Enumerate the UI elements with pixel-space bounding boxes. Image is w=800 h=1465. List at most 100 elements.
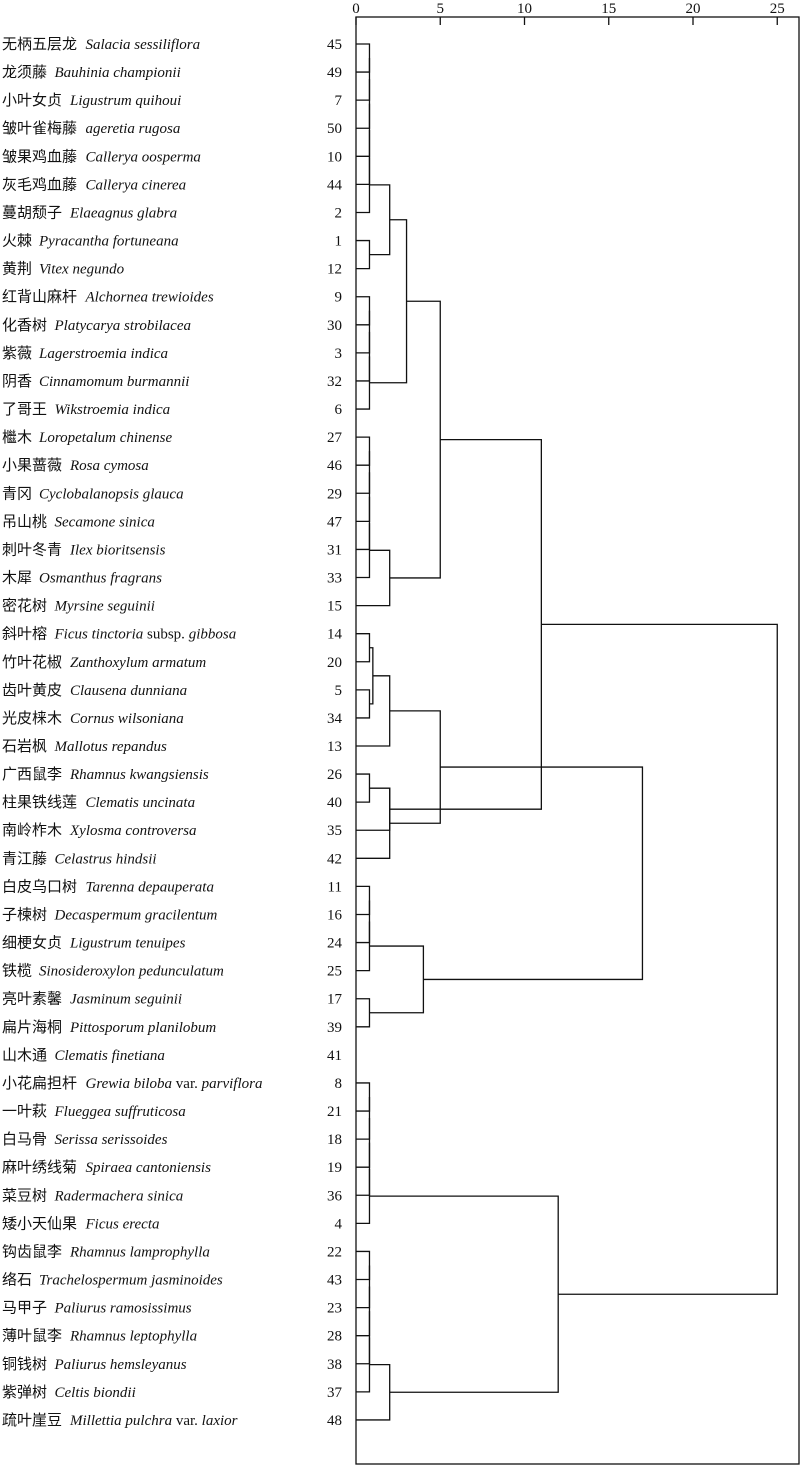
- leaf-scientific-name: Zanthoxylum armatum: [70, 655, 206, 671]
- dendrogram-link: [356, 1250, 371, 1281]
- scientific-name-part: Radermachera sinica: [54, 1188, 184, 1204]
- scientific-name-part: Vitex negundo: [39, 262, 125, 278]
- leaf-chinese-name: 小花扁担杆: [2, 1074, 77, 1092]
- leaf-chinese-name: 竹叶花椒: [2, 653, 62, 671]
- scientific-name-part: Mallotus repandus: [54, 739, 168, 755]
- dendrogram-link: [356, 472, 371, 523]
- leaf-number: 5: [335, 683, 343, 699]
- leaf-chinese-name: 铜钱树: [2, 1355, 47, 1373]
- leaf-scientific-name: Cyclobalanopsis glauca: [39, 486, 184, 502]
- leaf-number: 16: [327, 907, 343, 923]
- scientific-name-part: Xylosma controversa: [69, 823, 197, 839]
- leaf-chinese-name: 皱叶雀梅藤: [2, 119, 77, 137]
- leaf-row: 麻叶绣线菊 Spiraea cantoniensis 19: [2, 1158, 342, 1176]
- scientific-name-part: Elaeagnus glabra: [69, 205, 177, 221]
- leaf-chinese-name: 齿叶黄皮: [2, 681, 62, 699]
- leaf-chinese-name: 青江藤: [2, 849, 47, 867]
- leaf-number: 31: [327, 542, 342, 558]
- scientific-name-part: Jasminum seguinii: [70, 992, 182, 1008]
- leaf-chinese-name: 白马骨: [2, 1130, 47, 1148]
- leaf-number: 18: [327, 1132, 342, 1148]
- scientific-name-part: gibbosa: [189, 627, 237, 643]
- leaf-scientific-name: Salacia sessiliflora: [86, 37, 201, 53]
- leaf-number: 37: [327, 1385, 343, 1401]
- leaf-scientific-name: Cornus wilsoniana: [70, 711, 184, 727]
- dendrogram-link: [356, 157, 371, 214]
- leaf-number: 21: [327, 1104, 342, 1120]
- leaf-chinese-name: 密花树: [2, 597, 47, 615]
- scientific-name-part: var.: [172, 1413, 202, 1429]
- dendrogram-link: [356, 43, 371, 73]
- leaf-row: 白皮乌口树 Tarenna depauperata 11: [2, 877, 342, 895]
- leaf-scientific-name: Ficus erecta: [85, 1216, 160, 1232]
- leaf-row: 龙须藤 Bauhinia championii 49: [2, 63, 342, 81]
- leaf-row: 小叶女贞 Ligustrum quihoui 7: [2, 91, 343, 109]
- leaf-scientific-name: Rhamnus kwangsiensis: [69, 767, 209, 783]
- dendrogram-link: [356, 998, 371, 1028]
- leaf-scientific-name: Radermachera sinica: [54, 1188, 184, 1204]
- leaf-row: 石岩枫 Mallotus repandus 13: [2, 737, 342, 755]
- leaf-chinese-name: 马甲子: [2, 1299, 47, 1317]
- leaf-row: 扁片海桐 Pittosporum planilobum 39: [2, 1018, 342, 1036]
- scientific-name-part: Osmanthus fragrans: [39, 571, 162, 587]
- leaf-number: 28: [327, 1329, 342, 1345]
- leaf-number: 43: [327, 1273, 342, 1289]
- leaf-chinese-name: 络石: [2, 1271, 32, 1289]
- leaf-scientific-name: Sinosideroxylon pedunculatum: [39, 964, 224, 980]
- leaf-chinese-name: 铁榄: [2, 962, 32, 980]
- scientific-name-part: Clausena dunniana: [70, 683, 187, 699]
- leaf-row: 竹叶花椒 Zanthoxylum armatum 20: [2, 653, 342, 671]
- leaf-number: 45: [327, 37, 342, 53]
- dendrogram-link: [356, 689, 371, 719]
- leaf-number: 25: [327, 964, 342, 980]
- leaf-scientific-name: Rhamnus lamprophylla: [69, 1244, 210, 1260]
- leaf-chinese-name: 龙须藤: [2, 63, 47, 81]
- leaf-row: 紫薇 Lagerstroemia indica 3: [2, 344, 342, 362]
- dendrogram-link: [369, 1195, 559, 1393]
- scientific-name-part: Callerya cinerea: [86, 177, 187, 193]
- scientific-name-part: Ficus tinctoria: [54, 627, 144, 643]
- dendrogram-link: [356, 310, 371, 354]
- leaf-scientific-name: Myrsine seguinii: [54, 599, 155, 615]
- leaf-number: 15: [327, 599, 342, 615]
- leaf-number: 50: [327, 121, 342, 137]
- leaf-row: 广西鼠李 Rhamnus kwangsiensis 26: [2, 765, 343, 783]
- leaf-number: 32: [327, 374, 342, 390]
- leaf-chinese-name: 了哥王: [2, 400, 47, 418]
- dendrogram-link: [356, 921, 371, 972]
- leaf-row: 灰毛鸡血藤 Callerya cinerea 44: [2, 175, 343, 193]
- scientific-name-part: Flueggea suffruticosa: [54, 1104, 186, 1120]
- scientific-name-part: Sinosideroxylon pedunculatum: [39, 964, 224, 980]
- scientific-name-part: Bauhinia championii: [55, 65, 181, 81]
- leaf-scientific-name: Ilex bioritsensis: [69, 542, 166, 558]
- scientific-name-part: Pyracantha fortuneana: [38, 234, 179, 250]
- scientific-name-part: Tarenna depauperata: [86, 879, 214, 895]
- leaf-chinese-name: 木犀: [2, 569, 32, 587]
- scientific-name-part: Cornus wilsoniana: [70, 711, 184, 727]
- plot-frame: [355, 16, 800, 1465]
- leaf-number: 12: [327, 262, 342, 278]
- scientific-name-part: Grewia biloba: [86, 1076, 173, 1092]
- dendrogram-link: [356, 1118, 371, 1168]
- leaf-chinese-name: 蔓胡颓子: [2, 203, 62, 221]
- leaf-chinese-name: 灰毛鸡血藤: [2, 175, 77, 193]
- leaf-row: 化香树 Platycarya strobilacea 30: [2, 316, 342, 334]
- leaf-chinese-name: 光皮梾木: [2, 709, 62, 727]
- leaf-scientific-name: Mallotus repandus: [54, 739, 168, 755]
- leaf-chinese-name: 菜豆树: [2, 1186, 47, 1204]
- scientific-name-part: Callerya oosperma: [86, 149, 201, 165]
- leaf-row: 青江藤 Celastrus hindsii 42: [2, 849, 342, 867]
- leaf-row: 蔓胡颓子 Elaeagnus glabra 2: [2, 203, 342, 221]
- leaf-row: 青冈 Cyclobalanopsis glauca 29: [2, 484, 342, 502]
- leaf-row: 细梗女贞 Ligustrum tenuipes 24: [2, 934, 343, 952]
- leaf-number: 48: [327, 1413, 342, 1429]
- leaf-scientific-name: Paliurus ramosissimus: [54, 1301, 192, 1317]
- dendrogram-link: [356, 773, 371, 803]
- leaf-number: 24: [327, 936, 343, 952]
- leaf-number: 49: [327, 65, 342, 81]
- leaf-number: 6: [335, 402, 343, 418]
- leaf-number: 11: [328, 879, 342, 895]
- leaf-scientific-name: Callerya oosperma: [86, 149, 201, 165]
- leaf-row: 亮叶素馨 Jasminum seguinii 17: [2, 990, 343, 1008]
